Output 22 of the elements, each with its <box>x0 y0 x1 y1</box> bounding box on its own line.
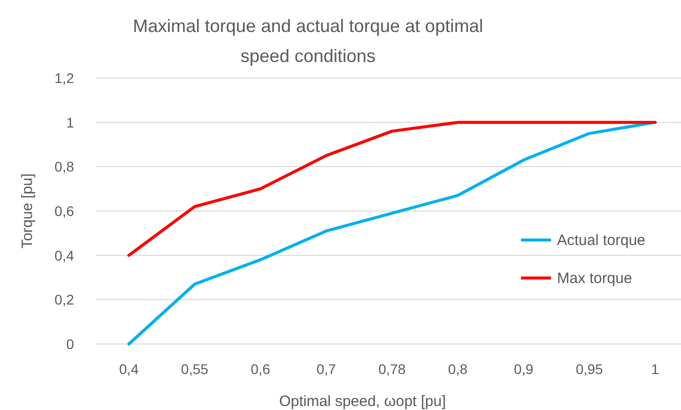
y-tick-label: 1,2 <box>54 70 74 86</box>
y-tick-label: 0 <box>66 336 74 352</box>
y-tick-label: 0,4 <box>54 247 74 264</box>
x-tick-label: 0,6 <box>250 361 270 377</box>
x-tick-label: 0,55 <box>181 361 209 377</box>
chart-title: Maximal torque and actual torque at optimal speed conditions <box>132 16 484 66</box>
y-axis-title: Torque [pu] <box>19 173 36 249</box>
x-tick-label: 0,7 <box>316 361 336 377</box>
x-tick-label: 0,4 <box>119 361 139 377</box>
y-tick-label: 0,2 <box>54 292 74 308</box>
legend-label: Max torque <box>557 270 632 287</box>
legend-label: Actual torque <box>557 232 646 249</box>
x-tick-label: 1 <box>651 361 660 377</box>
y-tick-label: 0,8 <box>54 158 74 175</box>
y-tick-label: 1 <box>66 114 74 130</box>
x-tick-label: 0,9 <box>514 361 534 377</box>
x-tick-label: 0,95 <box>576 361 604 377</box>
y-tick-label: 0,6 <box>54 203 74 219</box>
x-axis-title: Optimal speed, ωopt [pu] <box>279 393 446 410</box>
x-tick-label: 0,78 <box>378 361 406 377</box>
line-series <box>127 120 657 257</box>
x-tick-label: 0,8 <box>448 361 468 377</box>
